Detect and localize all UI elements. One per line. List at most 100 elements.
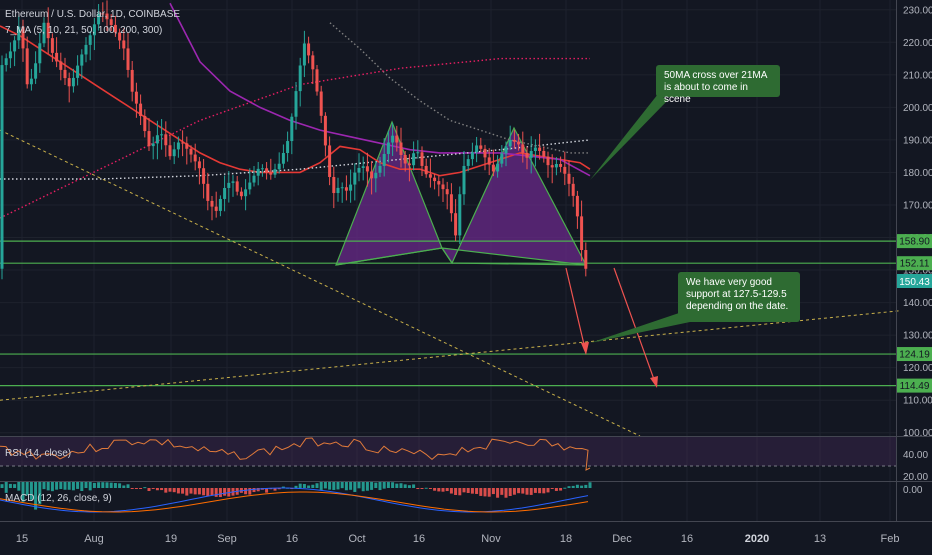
candle-body [412,153,416,166]
time-axis[interactable]: 15 Aug 19 Sep 16 Oct 16 Nov 18 Dec 16 2020 13 Feb [16,533,900,545]
candle-body [445,189,449,195]
price-tick-label: 110.00 [903,396,932,407]
candle-body [55,52,59,62]
macd-label[interactable]: MACD (12, 26, close, 9) [5,493,112,504]
candle-body [496,163,500,172]
candle-body [344,187,348,191]
candle-body [487,157,491,165]
macd-bar [139,488,143,489]
macd-bar [424,487,428,489]
candle-body [290,116,294,142]
macd-bar [59,482,63,489]
candle-body [483,148,487,158]
macd-bar [466,488,470,493]
macd-bar [479,488,483,496]
candle-body [420,152,424,166]
candle-body [97,13,101,25]
candle-body [382,153,386,166]
macd-bar [571,485,575,488]
macd-bar [521,488,525,494]
macd-bar [550,488,554,489]
macd-bar [160,488,164,491]
grid [0,0,896,521]
candle-body [403,154,407,164]
price-axis[interactable]: 100.00110.00120.00130.00140.00150.00160.… [897,5,932,439]
macd-bar [122,485,126,488]
macd-bar [441,488,445,492]
price-tick-label: 140.00 [903,298,932,309]
macd-bar [113,483,117,488]
macd-bar [202,488,206,496]
macd-pane [0,482,592,513]
macd-bar [563,487,567,489]
macd-bar [273,488,277,491]
candle-body [34,63,38,79]
level-tag-label: 152.11 [900,259,930,270]
macd-bar [0,484,4,488]
macd-bar [307,485,311,488]
macd-bar [197,488,201,495]
candle-body [109,19,113,25]
candle-body [63,69,67,79]
macd-bar [508,488,512,497]
macd-bar [445,488,449,492]
candle-body [126,48,130,70]
candle-body [235,181,239,192]
macd-bar [416,488,420,489]
symbol-title[interactable]: Ethereum / U.S. Dollar, 1D, COINBASE [5,9,180,20]
annotation-crossover-text: 50MA cross over 21MA is about to come in… [664,70,767,105]
candle-body [517,141,521,145]
candle-body [567,173,571,184]
macd-bar [109,482,113,488]
macd-bar [155,488,159,491]
candle-body [529,150,533,158]
candle-body [311,55,315,70]
macd-bar [437,488,441,492]
candle-body [265,168,269,173]
macd-bar [382,482,386,489]
macd-bar [491,488,495,495]
annotation-crossover[interactable]: 50MA cross over 21MA is about to come in… [656,65,780,105]
candle-body [353,172,357,185]
macd-bar [475,488,479,494]
candle-body [319,91,323,116]
rsi-tick-20: 20.00 [903,472,928,483]
arrowhead-2 [650,376,658,388]
level-tag [897,256,932,271]
candle-body [361,166,365,168]
candle-body [8,51,12,59]
candle-body [227,182,231,188]
candle-body [416,152,420,154]
ma-indicator-label[interactable]: 7_MA (5, 10, 21, 50, 100, 200, 300) [5,25,162,36]
candle-body [281,153,285,164]
candle-body [273,169,277,175]
time-tick-label: 18 [560,533,572,545]
candle-body [260,168,264,170]
annotation-support[interactable]: We have very good support at 127.5-129.5… [678,272,800,322]
macd-bar [538,488,542,494]
macd-bar [412,484,416,488]
candle-body [449,194,453,214]
candle-body [38,43,42,64]
candle-body [365,166,369,172]
annotation-support-text: We have very good support at 127.5-129.5… [686,277,789,312]
time-tick-label: 16 [286,533,298,545]
candle-body [386,142,390,154]
candlesticks [0,0,588,280]
macd-bar [458,488,462,496]
ma-line-ma300 [0,139,591,180]
candle-body [332,177,336,194]
macd-bar [126,484,130,488]
candle-body [88,35,92,45]
rsi-tick-40: 40.00 [903,450,928,461]
candle-body [554,163,558,168]
candle-body [479,145,483,149]
candle-body [277,163,281,170]
candle-body [17,26,21,41]
candle-body [231,181,235,183]
macd-tick-zero: 0.00 [903,485,923,496]
rsi-label[interactable]: RSI (14, close) [5,448,71,459]
macd-bar [244,488,248,495]
candle-body [500,153,504,164]
macd-bar [378,482,382,491]
